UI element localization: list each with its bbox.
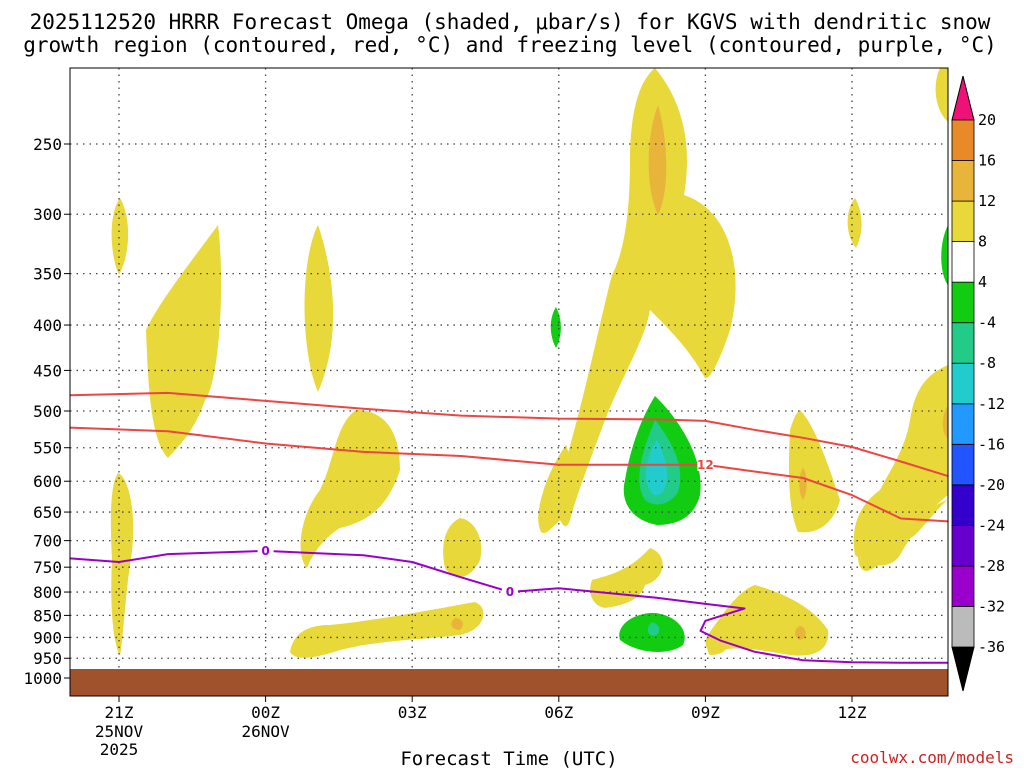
y-tick-label: 450 <box>33 361 62 380</box>
x-tick-label: 21Z <box>105 703 134 722</box>
grid-lines <box>70 68 948 669</box>
freezing-level-0C-label: 0 <box>506 585 514 599</box>
y-axis: 250 300 350 400 450 500 550 600 650 700 750 800 850 9… <box>23 135 70 688</box>
y-tick-label: 650 <box>33 503 62 522</box>
colorbar-swatch <box>951 606 975 648</box>
dendritic-upper-bound-12C-line <box>70 426 949 523</box>
freezing-level-0C-label: 0 <box>261 544 269 558</box>
omega-yellow-region <box>788 410 840 533</box>
omega-green-region <box>941 225 948 285</box>
colorbar-label: 20 <box>978 111 996 129</box>
omega-green-region <box>550 307 561 348</box>
colorbar-swatch <box>951 362 975 405</box>
contour-lines: 12 0 0 <box>70 391 949 664</box>
colorbar-swatch <box>951 241 975 283</box>
omega-teal-core <box>647 622 660 636</box>
x-axis-label: Forecast Time (UTC) <box>400 748 617 768</box>
colorbar: -36 -32 -28 -24 -20 -16 -12 -8 -4 4 8 12 16 20 <box>951 75 1005 692</box>
omega-yellow-region <box>304 225 334 392</box>
freezing-level-0C-label-bg <box>257 542 274 557</box>
omega-yellow-region <box>553 68 736 527</box>
colorbar-label: 4 <box>978 273 987 291</box>
colorbar-swatch <box>951 484 975 526</box>
y-tick-label: 850 <box>33 606 62 625</box>
surface-terrain-strip <box>70 669 948 696</box>
colorbar-label: -36 <box>978 638 1005 656</box>
colorbar-label: 8 <box>978 233 987 251</box>
omega-yellow-region <box>443 518 482 578</box>
colorbar-label: -28 <box>978 557 1005 575</box>
freezing-level-0C-label-bg <box>501 584 518 599</box>
colorbar-label: -16 <box>978 435 1005 453</box>
x-tick-label: 12Z <box>838 703 867 722</box>
dendritic-lower-bound-line <box>70 391 949 478</box>
colorbar-swatch <box>951 281 975 324</box>
colorbar-swatch <box>951 524 975 567</box>
colorbar-label: 12 <box>978 192 996 210</box>
y-tick-label: 350 <box>33 265 62 284</box>
colorbar-swatch <box>951 160 975 202</box>
x-tick-label: 06Z <box>544 703 573 722</box>
omega-shading <box>110 68 948 658</box>
omega-yellow-region <box>538 445 573 534</box>
colorbar-swatch <box>951 119 975 161</box>
colorbar-top-arrow <box>951 75 975 121</box>
colorbar-swatch <box>951 322 975 364</box>
omega-yellow-region <box>146 225 222 458</box>
y-tick-label: 400 <box>33 316 62 335</box>
x-tick-label: 00Z <box>251 703 280 722</box>
y-tick-label: 950 <box>33 649 62 668</box>
colorbar-label: -8 <box>978 354 996 372</box>
y-tick-label: 800 <box>33 583 62 602</box>
omega-orange-core <box>942 405 948 440</box>
colorbar-label: -32 <box>978 597 1005 615</box>
y-tick-label: 900 <box>33 628 62 647</box>
freezing-level-0C-line <box>70 549 948 664</box>
colorbar-label: 16 <box>978 152 996 170</box>
omega-yellow-region <box>847 198 862 248</box>
dendritic-upper-bound-12C-label: 12 <box>697 458 714 472</box>
omega-yellow-region <box>110 473 134 656</box>
y-tick-label: 700 <box>33 532 62 551</box>
omega-orange-core <box>795 626 806 640</box>
omega-orange-core <box>799 468 807 500</box>
x-tick-date: 26NOV <box>242 722 291 741</box>
x-tick-label: 09Z <box>691 703 720 722</box>
y-tick-label: 750 <box>33 558 62 577</box>
omega-yellow-region <box>707 640 727 655</box>
omega-orange-core <box>451 618 463 630</box>
credit-text: coolwx.com/models <box>850 748 1014 767</box>
y-tick-label: 1000 <box>23 669 62 688</box>
omega-yellow-region <box>853 365 948 566</box>
y-tick-label: 300 <box>33 205 62 224</box>
omega-yellow-region <box>111 198 129 275</box>
colorbar-bottom-arrow <box>951 646 975 692</box>
colorbar-swatch <box>951 565 975 607</box>
colorbar-label: -12 <box>978 395 1005 413</box>
x-tick-year: 2025 <box>100 740 139 759</box>
colorbar-label: -4 <box>978 314 996 332</box>
colorbar-swatch <box>951 200 975 243</box>
x-tick-date: 25NOV <box>95 722 144 741</box>
colorbar-swatch <box>951 403 975 445</box>
omega-yellow-region <box>935 68 948 122</box>
colorbar-label: -20 <box>978 476 1005 494</box>
chart-title-line1: 2025112520 HRRR Forecast Omega (shaded, … <box>30 10 991 34</box>
x-tick-label: 03Z <box>398 703 427 722</box>
plot-border <box>69 67 949 697</box>
colorbar-swatch <box>951 443 975 486</box>
plot-area: 12 0 0 <box>69 67 949 697</box>
y-tick-label: 550 <box>33 439 62 458</box>
omega-yellow-region <box>300 410 400 568</box>
y-tick-label: 250 <box>33 135 62 154</box>
omega-orange-core <box>648 105 667 215</box>
dendritic-upper-bound-12C-label-bg <box>697 456 714 471</box>
y-tick-label: 500 <box>33 402 62 421</box>
colorbar-label: -24 <box>978 516 1005 534</box>
y-tick-label: 600 <box>33 472 62 491</box>
chart-title-line2: growth region (contoured, red, °C) and f… <box>23 33 997 57</box>
